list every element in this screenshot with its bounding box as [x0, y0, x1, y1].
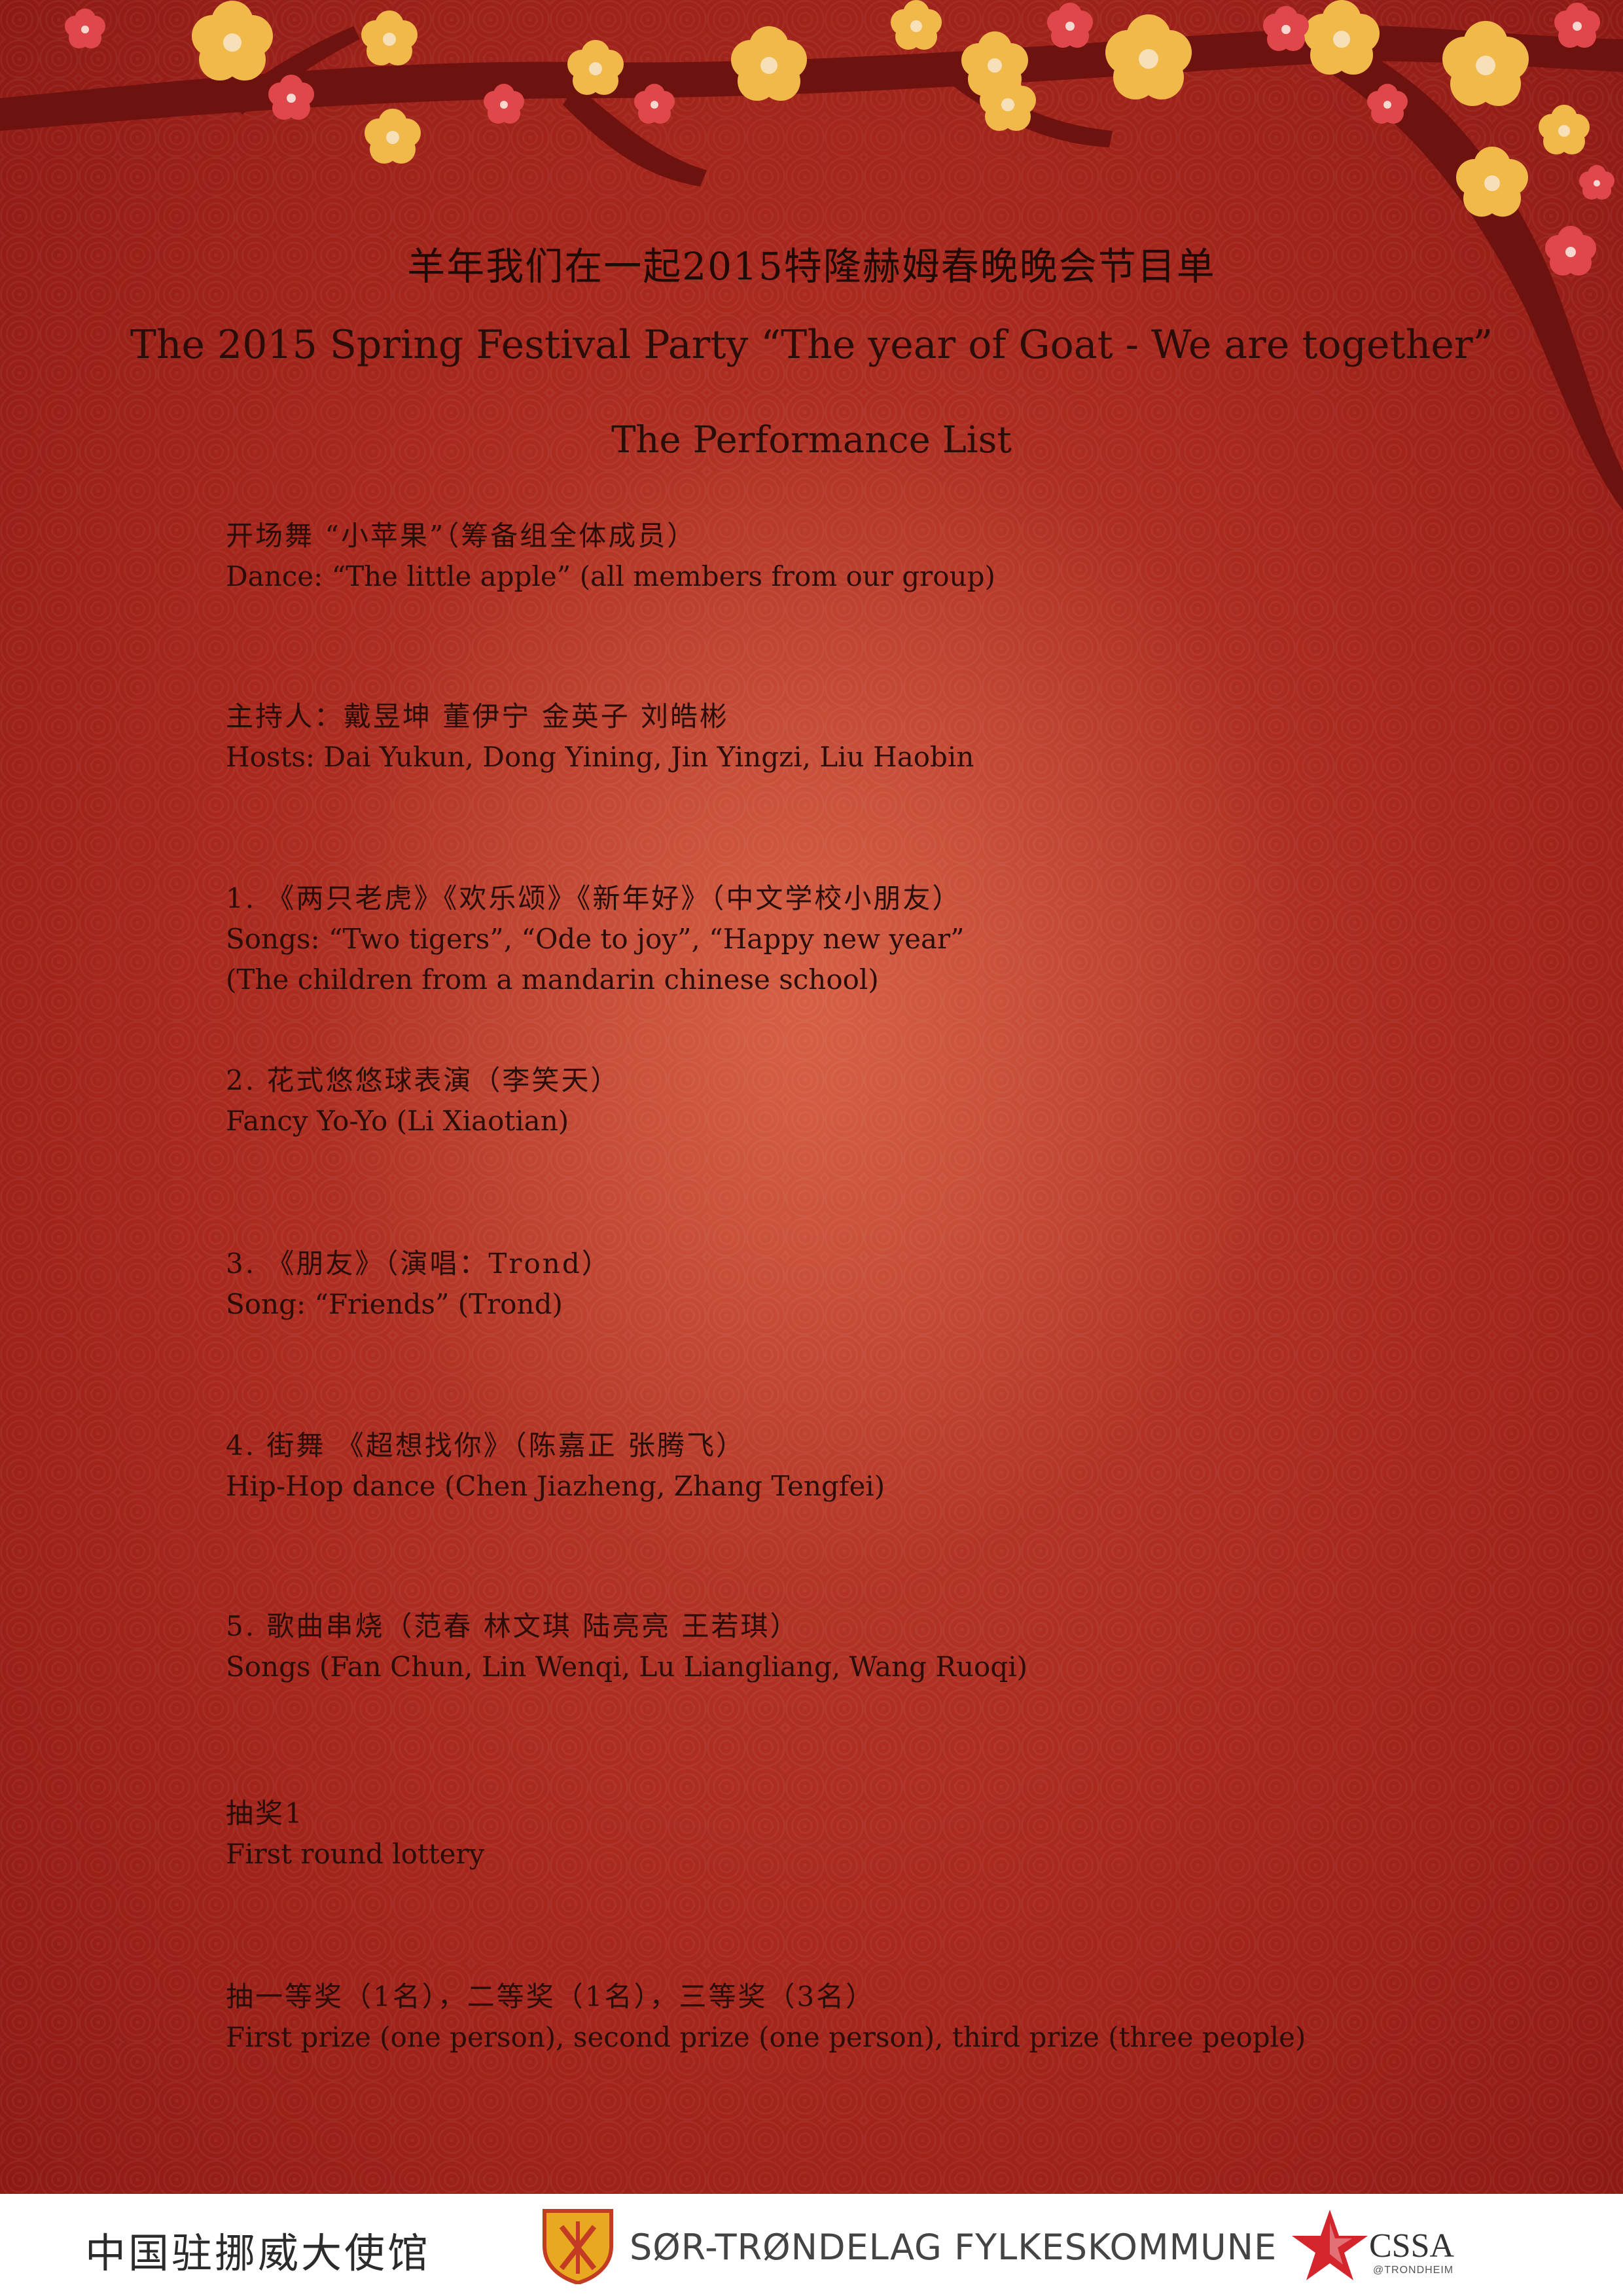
- program-item-zh: 5. 歌曲串烧（范春 林文琪 陆亮亮 王若琪）: [226, 1610, 800, 1642]
- embassy-logo-text: 中国驻挪威大使馆: [85, 2229, 431, 2277]
- program-item-en: Hip-Hop dance (Chen Jiazheng, Zhang Teng…: [226, 1470, 885, 1502]
- cssa-star-icon: [1292, 2210, 1368, 2280]
- program-item-en: Dance: “The little apple” (all members f…: [226, 560, 995, 592]
- county-name: SØR-TRØNDELAG FYLKESKOMMUNE: [630, 2227, 1277, 2268]
- performance-list-heading: The Performance List: [611, 419, 1012, 461]
- program-item-lottery: 抽奖1 First round lottery: [226, 1793, 484, 1874]
- poster-background: 羊年我们在一起2015特隆赫姆春晚晚会节目单 The 2015 Spring F…: [0, 0, 1623, 2194]
- program-item-zh: 抽一等奖（1名），二等奖（1名），三等奖（3名）: [226, 1981, 876, 2013]
- program-item-2: 2. 花式悠悠球表演（李笑天） Fancy Yo-Yo (Li Xiaotian…: [226, 1060, 620, 1141]
- program-item-4: 4. 街舞 《超想找你》（陈嘉正 张腾飞） Hip-Hop dance (Che…: [226, 1426, 885, 1507]
- program-item-en: Fancy Yo-Yo (Li Xiaotian): [226, 1105, 569, 1137]
- swirl-pattern: [0, 0, 1623, 2194]
- program-item-en: Song: “Friends” (Trond): [226, 1288, 563, 1320]
- title-chinese: 羊年我们在一起2015特隆赫姆春晚晚会节目单: [407, 244, 1216, 289]
- sponsor-footer: 中国驻挪威大使馆 SØR-TRØNDELAG FYLKESKOMMUNE CSS…: [0, 2194, 1623, 2296]
- program-item-5: 5. 歌曲串烧（范春 林文琪 陆亮亮 王若琪） Songs (Fan Chun,…: [226, 1606, 1027, 1687]
- program-item-en: First round lottery: [226, 1838, 485, 1870]
- program-item-en: Songs (Fan Chun, Lin Wenqi, Lu Lianglian…: [226, 1651, 1028, 1683]
- program-item-1: 1. 《两只老虎》《欢乐颂》《新年好》（中文学校小朋友） Songs: “Two…: [226, 878, 965, 1000]
- program-item-opening-dance: 开场舞 “小苹果”（筹备组全体成员） Dance: “The little ap…: [226, 516, 995, 597]
- program-item-3: 3. 《朋友》（演唱：Trond） Song: “Friends” (Trond…: [226, 1244, 611, 1325]
- program-item-zh: 1. 《两只老虎》《欢乐颂》《新年好》（中文学校小朋友）: [226, 882, 962, 914]
- program-item-prizes: 抽一等奖（1名），二等奖（1名），三等奖（3名） First prize (on…: [226, 1977, 1306, 2058]
- cssa-logo-text: CSSA: [1369, 2227, 1455, 2265]
- program-item-en: First prize (one person), second prize (…: [226, 2021, 1306, 2053]
- plum-blossom-branch: [0, 0, 1623, 511]
- program-item-zh: 4. 街舞 《超想找你》（陈嘉正 张腾飞）: [226, 1429, 746, 1462]
- program-item-zh: 2. 花式悠悠球表演（李笑天）: [226, 1064, 620, 1096]
- program-item-en-line2: (The children from a mandarin chinese sc…: [226, 963, 879, 996]
- cssa-location: @TRONDHEIM: [1373, 2265, 1454, 2276]
- program-item-en: Hosts: Dai Yukun, Dong Yining, Jin Yingz…: [226, 741, 974, 773]
- title-english: The 2015 Spring Festival Party “The year…: [130, 322, 1493, 368]
- program-item-zh: 3. 《朋友》（演唱：Trond）: [226, 1247, 611, 1280]
- program-item-hosts: 主持人：戴昱坤 董伊宁 金英子 刘皓彬 Hosts: Dai Yukun, Do…: [226, 696, 974, 778]
- program-item-zh: 开场舞 “小苹果”（筹备组全体成员）: [226, 520, 697, 552]
- program-item-zh: 主持人：戴昱坤 董伊宁 金英子 刘皓彬: [226, 700, 730, 732]
- program-item-en: Songs: “Two tigers”, “Ode to joy”, “Happ…: [226, 923, 965, 955]
- county-shield-icon: [543, 2209, 613, 2284]
- program-item-zh: 抽奖1: [226, 1797, 304, 1829]
